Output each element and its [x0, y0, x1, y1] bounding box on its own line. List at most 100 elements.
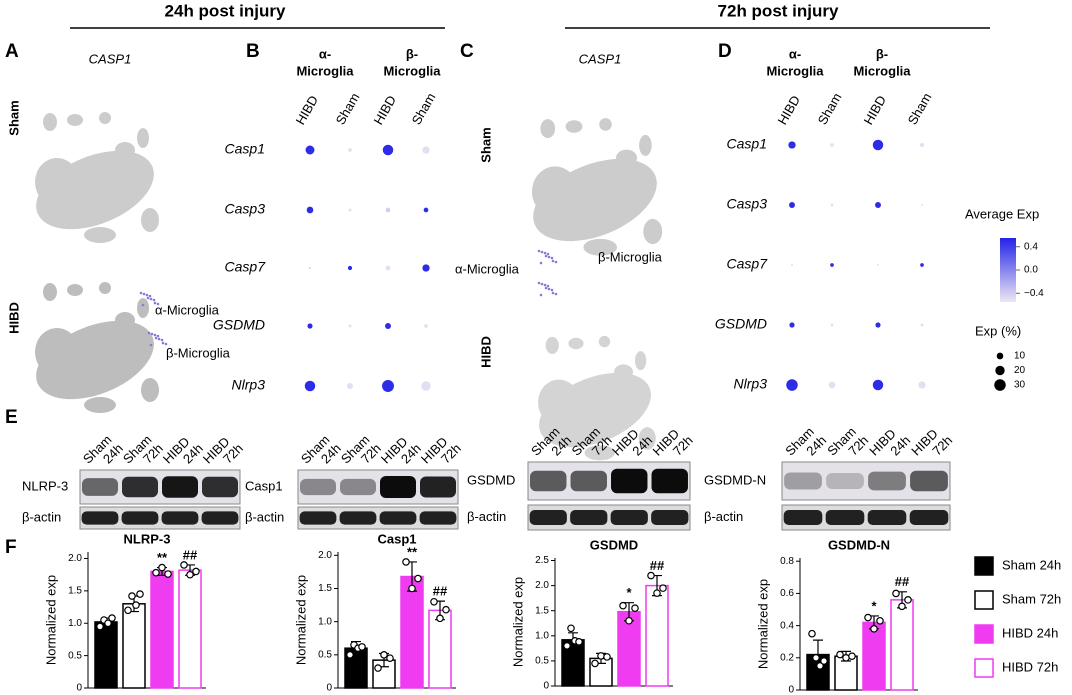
- umap-dot: [540, 282, 544, 286]
- umap-dot: [157, 337, 161, 341]
- y-tick-label: 0: [76, 683, 82, 694]
- y-tick-label: 0.6: [780, 588, 794, 599]
- colorbar-tick-label: 0.4: [1024, 241, 1038, 252]
- cell-cluster: [639, 134, 652, 156]
- data-point: [164, 570, 172, 578]
- data-point: [898, 602, 906, 611]
- umap-dot: [539, 293, 543, 297]
- umap-dot: [145, 293, 149, 297]
- umap-dot: [546, 284, 550, 288]
- data-point: [836, 650, 844, 659]
- dot: [830, 143, 834, 147]
- bar: [122, 603, 146, 689]
- umap-dot: [540, 250, 544, 254]
- dot: [788, 141, 796, 149]
- dot: [919, 142, 925, 148]
- group-label: β-: [876, 46, 888, 61]
- significance: *: [626, 585, 632, 600]
- gene-label: Casp1: [727, 136, 767, 152]
- band: [122, 476, 158, 498]
- data-point: [892, 589, 900, 598]
- dot: [920, 323, 924, 327]
- cell-cluster: [598, 335, 611, 348]
- gene-title: CASP1: [89, 51, 132, 66]
- data-point: [808, 629, 816, 638]
- y-axis-label: Normalized exp: [510, 577, 525, 667]
- data-point: [876, 616, 884, 625]
- umap-dot: [546, 252, 550, 256]
- umap-dot: [141, 303, 145, 307]
- dot: [422, 264, 430, 272]
- dot: [875, 202, 881, 208]
- control-label: β-actin: [467, 509, 506, 524]
- cell-cluster: [115, 142, 135, 158]
- data-point: [128, 592, 136, 600]
- dot: [385, 207, 391, 213]
- band: [121, 511, 159, 525]
- dot: [828, 381, 836, 389]
- umap-dot: [537, 249, 541, 253]
- dot: [830, 323, 834, 327]
- group-label: α-: [789, 46, 801, 61]
- protein-label: Casp1: [245, 478, 283, 493]
- band: [300, 478, 336, 496]
- panel-label: A: [5, 41, 19, 62]
- band: [161, 511, 199, 525]
- cell-cluster: [99, 112, 111, 124]
- band: [530, 470, 567, 492]
- band: [529, 510, 567, 525]
- umap-dot: [146, 296, 150, 300]
- significance: ##: [650, 558, 665, 573]
- cell-cluster: [35, 158, 79, 206]
- bar: [150, 570, 174, 689]
- cell-cluster: [614, 364, 633, 380]
- panel-label: B: [246, 41, 260, 62]
- column-label: Sham: [905, 90, 935, 127]
- data-point: [647, 571, 655, 580]
- bar: [94, 621, 118, 689]
- data-point: [132, 601, 140, 609]
- size-key: [996, 352, 1004, 360]
- y-tick-label: 1.5: [318, 583, 332, 594]
- legend-swatch: [974, 624, 994, 644]
- data-point: [603, 653, 611, 661]
- group-label: Microglia: [766, 63, 824, 78]
- group-label: α-: [319, 46, 331, 61]
- y-tick-label: 0.8: [780, 556, 794, 567]
- data-point: [619, 601, 627, 610]
- band: [910, 470, 948, 492]
- umap-dot: [554, 292, 558, 296]
- band: [339, 511, 377, 525]
- cluster-label: α-Microglia: [155, 302, 220, 317]
- y-tick-label: 0.5: [68, 650, 82, 661]
- y-tick-label: 0.5: [535, 656, 549, 667]
- data-point: [386, 654, 394, 662]
- data-point: [408, 584, 416, 593]
- band: [340, 478, 376, 496]
- umap-dot: [544, 254, 548, 258]
- dot: [789, 322, 795, 328]
- section-header: 24h post injury: [165, 1, 286, 20]
- legend-label: HIBD 72h: [1002, 659, 1058, 674]
- column-label: Sham: [409, 90, 439, 127]
- umap-dot: [164, 342, 168, 346]
- dot: [385, 323, 391, 329]
- cell-cluster: [67, 114, 83, 126]
- dot: [348, 148, 352, 152]
- y-tick-label: 0: [543, 681, 549, 692]
- umap-cloud: [538, 335, 656, 461]
- cell-cluster: [84, 227, 116, 243]
- band: [202, 476, 238, 498]
- umap-dot: [551, 259, 555, 263]
- cell-cluster: [638, 427, 656, 450]
- umap-cloud: [35, 282, 159, 413]
- y-tick-label: 0.2: [780, 652, 794, 663]
- y-tick-label: 1.5: [535, 605, 549, 616]
- dot: [920, 203, 924, 207]
- umap-dot: [156, 302, 160, 306]
- row-label: HIBD: [478, 336, 493, 368]
- umap-dot: [550, 288, 554, 292]
- umap-dot: [147, 331, 151, 335]
- band: [610, 510, 648, 525]
- data-point: [96, 622, 104, 631]
